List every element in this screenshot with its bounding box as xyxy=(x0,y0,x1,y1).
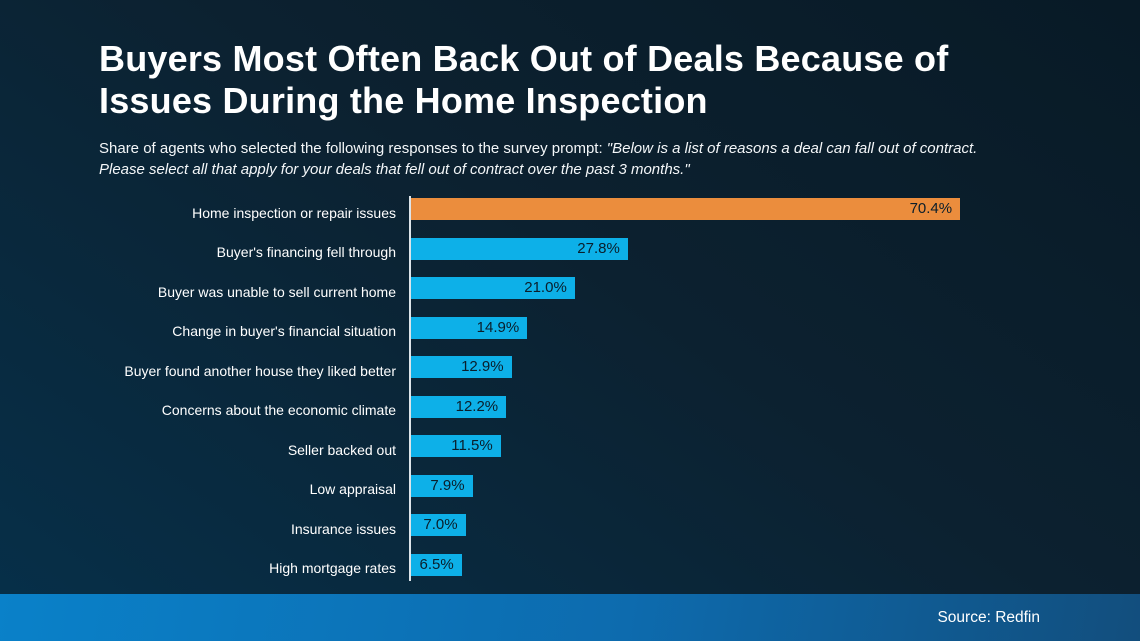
chart-title-line1: Buyers Most Often Back Out of Deals Beca… xyxy=(99,38,949,79)
bar-value-label: 11.5% xyxy=(451,437,493,454)
bar-chart: Home inspection or repair issues 70.4% B… xyxy=(0,196,1140,592)
category-label: High mortgage rates xyxy=(269,560,396,577)
category-label: Home inspection or repair issues xyxy=(192,204,396,221)
bar: 12.2% xyxy=(411,395,507,418)
bar: 7.0% xyxy=(411,514,466,536)
chart-row: Low appraisal 7.9% xyxy=(0,474,1140,514)
bar-value-label: 7.9% xyxy=(430,476,465,494)
bar-value-label: 12.9% xyxy=(461,358,504,375)
chart-subtitle: Share of agents who selected the followi… xyxy=(99,139,1027,180)
chart-row: Insurance issues 7.0% xyxy=(0,513,1140,553)
bar: 70.4% xyxy=(411,198,961,220)
chart-row: High mortgage rates 6.5% xyxy=(0,553,1140,593)
chart-row: Change in buyer's financial situation 14… xyxy=(0,316,1140,356)
subtitle-quote: "Below is a list of reasons a deal can f… xyxy=(99,140,978,178)
bar: 11.5% xyxy=(411,435,501,457)
chart-row: Buyer's financing fell through 27.8% xyxy=(0,237,1140,277)
chart-row: Buyer found another house they liked bet… xyxy=(0,355,1140,395)
chart-title-line2: Issues During the Home Inspection xyxy=(99,80,708,121)
source-attribution: Source: Redfin xyxy=(937,609,1040,626)
bar-value-label: 70.4% xyxy=(909,200,953,217)
bar-value-label: 14.9% xyxy=(476,318,520,336)
category-label: Buyer's financing fell through xyxy=(216,244,396,261)
footer-band: Source: Redfin xyxy=(0,594,1140,641)
category-label: Buyer found another house they liked bet… xyxy=(124,362,396,379)
category-label: Change in buyer's financial situation xyxy=(172,323,396,340)
chart-row: Buyer was unable to sell current home 21… xyxy=(0,276,1140,316)
baseline-axis xyxy=(409,196,411,581)
category-label: Insurance issues xyxy=(290,520,396,537)
bar: 14.9% xyxy=(411,316,528,339)
category-label: Concerns about the economic climate xyxy=(161,402,396,419)
category-label: Seller backed out xyxy=(287,441,396,458)
subtitle-prefix: Share of agents who selected the followi… xyxy=(99,140,607,157)
bar: 27.8% xyxy=(411,237,628,260)
category-label: Buyer was unable to sell current home xyxy=(157,283,396,300)
bar-value-label: 7.0% xyxy=(423,516,458,533)
bar: 21.0% xyxy=(411,277,575,299)
bar-rows: Home inspection or repair issues 70.4% B… xyxy=(0,197,1140,592)
bar-value-label: 21.0% xyxy=(524,279,567,296)
chart-row: Home inspection or repair issues 70.4% xyxy=(0,197,1140,237)
chart-title: Buyers Most Often Back Out of Deals Beca… xyxy=(99,38,948,122)
bar: 12.9% xyxy=(411,356,512,378)
chart-row: Seller backed out 11.5% xyxy=(0,434,1140,474)
bar-value-label: 6.5% xyxy=(419,555,454,573)
bar: 7.9% xyxy=(411,474,473,497)
bar: 6.5% xyxy=(411,553,462,576)
bar-value-label: 27.8% xyxy=(577,239,620,257)
category-label: Low appraisal xyxy=(309,481,396,498)
bar-value-label: 12.2% xyxy=(455,397,499,415)
chart-row: Concerns about the economic climate 12.2… xyxy=(0,395,1140,435)
